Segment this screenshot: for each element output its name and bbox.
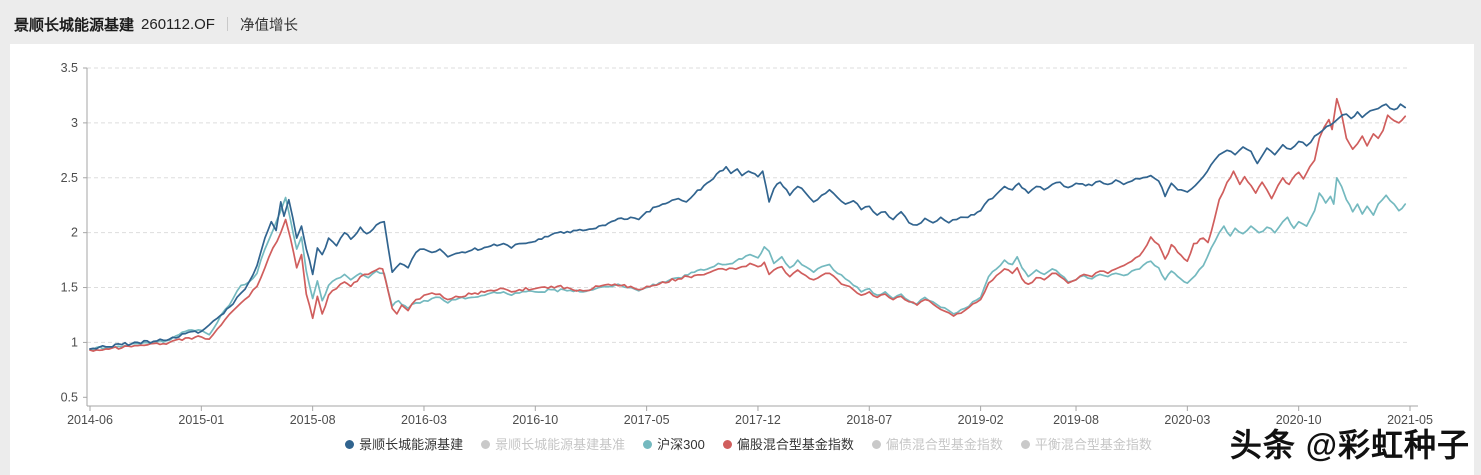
header: 景顺长城能源基建 260112.OF 净值增长: [14, 12, 298, 36]
x-tick-label: 2019-08: [1053, 413, 1099, 427]
legend-dot-icon: [643, 440, 653, 449]
y-tick-label: 3: [71, 116, 78, 130]
legend-label: 景顺长城能源基建: [359, 437, 464, 452]
axes: [83, 67, 1418, 411]
legend-item-4[interactable]: 偏债混合型基金指数: [871, 435, 1003, 454]
legend-label: 平衡混合型基金指数: [1034, 437, 1152, 452]
x-tick-label: 2017-12: [735, 413, 781, 427]
y-gridlines: [87, 67, 1410, 343]
legend-item-0[interactable]: 景顺长城能源基建: [345, 435, 463, 454]
series-line-2: [89, 176, 1407, 351]
x-tick-label: 2020-03: [1164, 413, 1210, 427]
fund-name: 景顺长城能源基建: [14, 16, 135, 34]
y-tick-label: 2: [71, 226, 78, 240]
legend-label: 偏股混合型基金指数: [736, 437, 854, 452]
legend-dot-icon: [871, 440, 881, 449]
header-divider: [226, 17, 228, 31]
fund-code: 260112.OF: [141, 15, 215, 33]
y-tick-label: 0.5: [61, 390, 78, 404]
chart-legend: 景顺长城能源基建 景顺长城能源基建基准 沪深300 偏股混合型基金指数 偏债混合型基金指…: [87, 435, 1410, 454]
x-tick-label: 2017-05: [624, 413, 670, 427]
legend-dot-icon: [481, 440, 491, 449]
legend-item-5[interactable]: 平衡混合型基金指数: [1020, 435, 1152, 454]
chart-panel: 0.5 1 1.5 2 2.5 3 3.5 2014-06 2015-01 2015-08 2016…: [10, 44, 1474, 475]
series-line-0: [89, 103, 1407, 350]
legend-label: 景顺长城能源基建基准: [495, 437, 626, 452]
legend-item-1[interactable]: 景顺长城能源基建基准: [481, 435, 625, 454]
legend-label: 沪深300: [657, 437, 705, 452]
x-tick-label: 2016-10: [512, 413, 558, 427]
x-tick-label: 2018-07: [846, 413, 892, 427]
nav-growth-chart: 0.5 1 1.5 2 2.5 3 3.5 2014-06 2015-01 2015-08 2016…: [61, 61, 1433, 427]
series-line-3: [89, 97, 1407, 352]
x-tick-label: 2015-01: [178, 413, 224, 427]
x-tick-label: 2016-03: [401, 413, 447, 427]
y-tick-label: 3.5: [61, 61, 78, 75]
y-tick-label: 2.5: [61, 171, 78, 185]
y-tick-label: 1: [71, 335, 78, 349]
x-tick-label: 2021-05: [1387, 413, 1433, 427]
x-tick-label: 2019-02: [958, 413, 1004, 427]
legend-item-2[interactable]: 沪深300: [643, 435, 705, 454]
legend-label: 偏债混合型基金指数: [885, 437, 1003, 452]
legend-dot-icon: [345, 440, 355, 449]
tick-labels: 0.5 1 1.5 2 2.5 3 3.5 2014-06 2015-01 2015-08 2016…: [61, 61, 1433, 427]
legend-dot-icon: [722, 440, 732, 449]
x-tick-label: 2015-08: [290, 413, 336, 427]
x-tick-label: 2014-06: [67, 413, 113, 427]
y-tick-label: 1.5: [61, 281, 78, 295]
legend-item-3[interactable]: 偏股混合型基金指数: [722, 435, 854, 454]
x-tick-label: 2020-10: [1276, 413, 1322, 427]
view-tab-nav-growth[interactable]: 净值增长: [239, 17, 298, 34]
legend-dot-icon: [1020, 440, 1030, 449]
